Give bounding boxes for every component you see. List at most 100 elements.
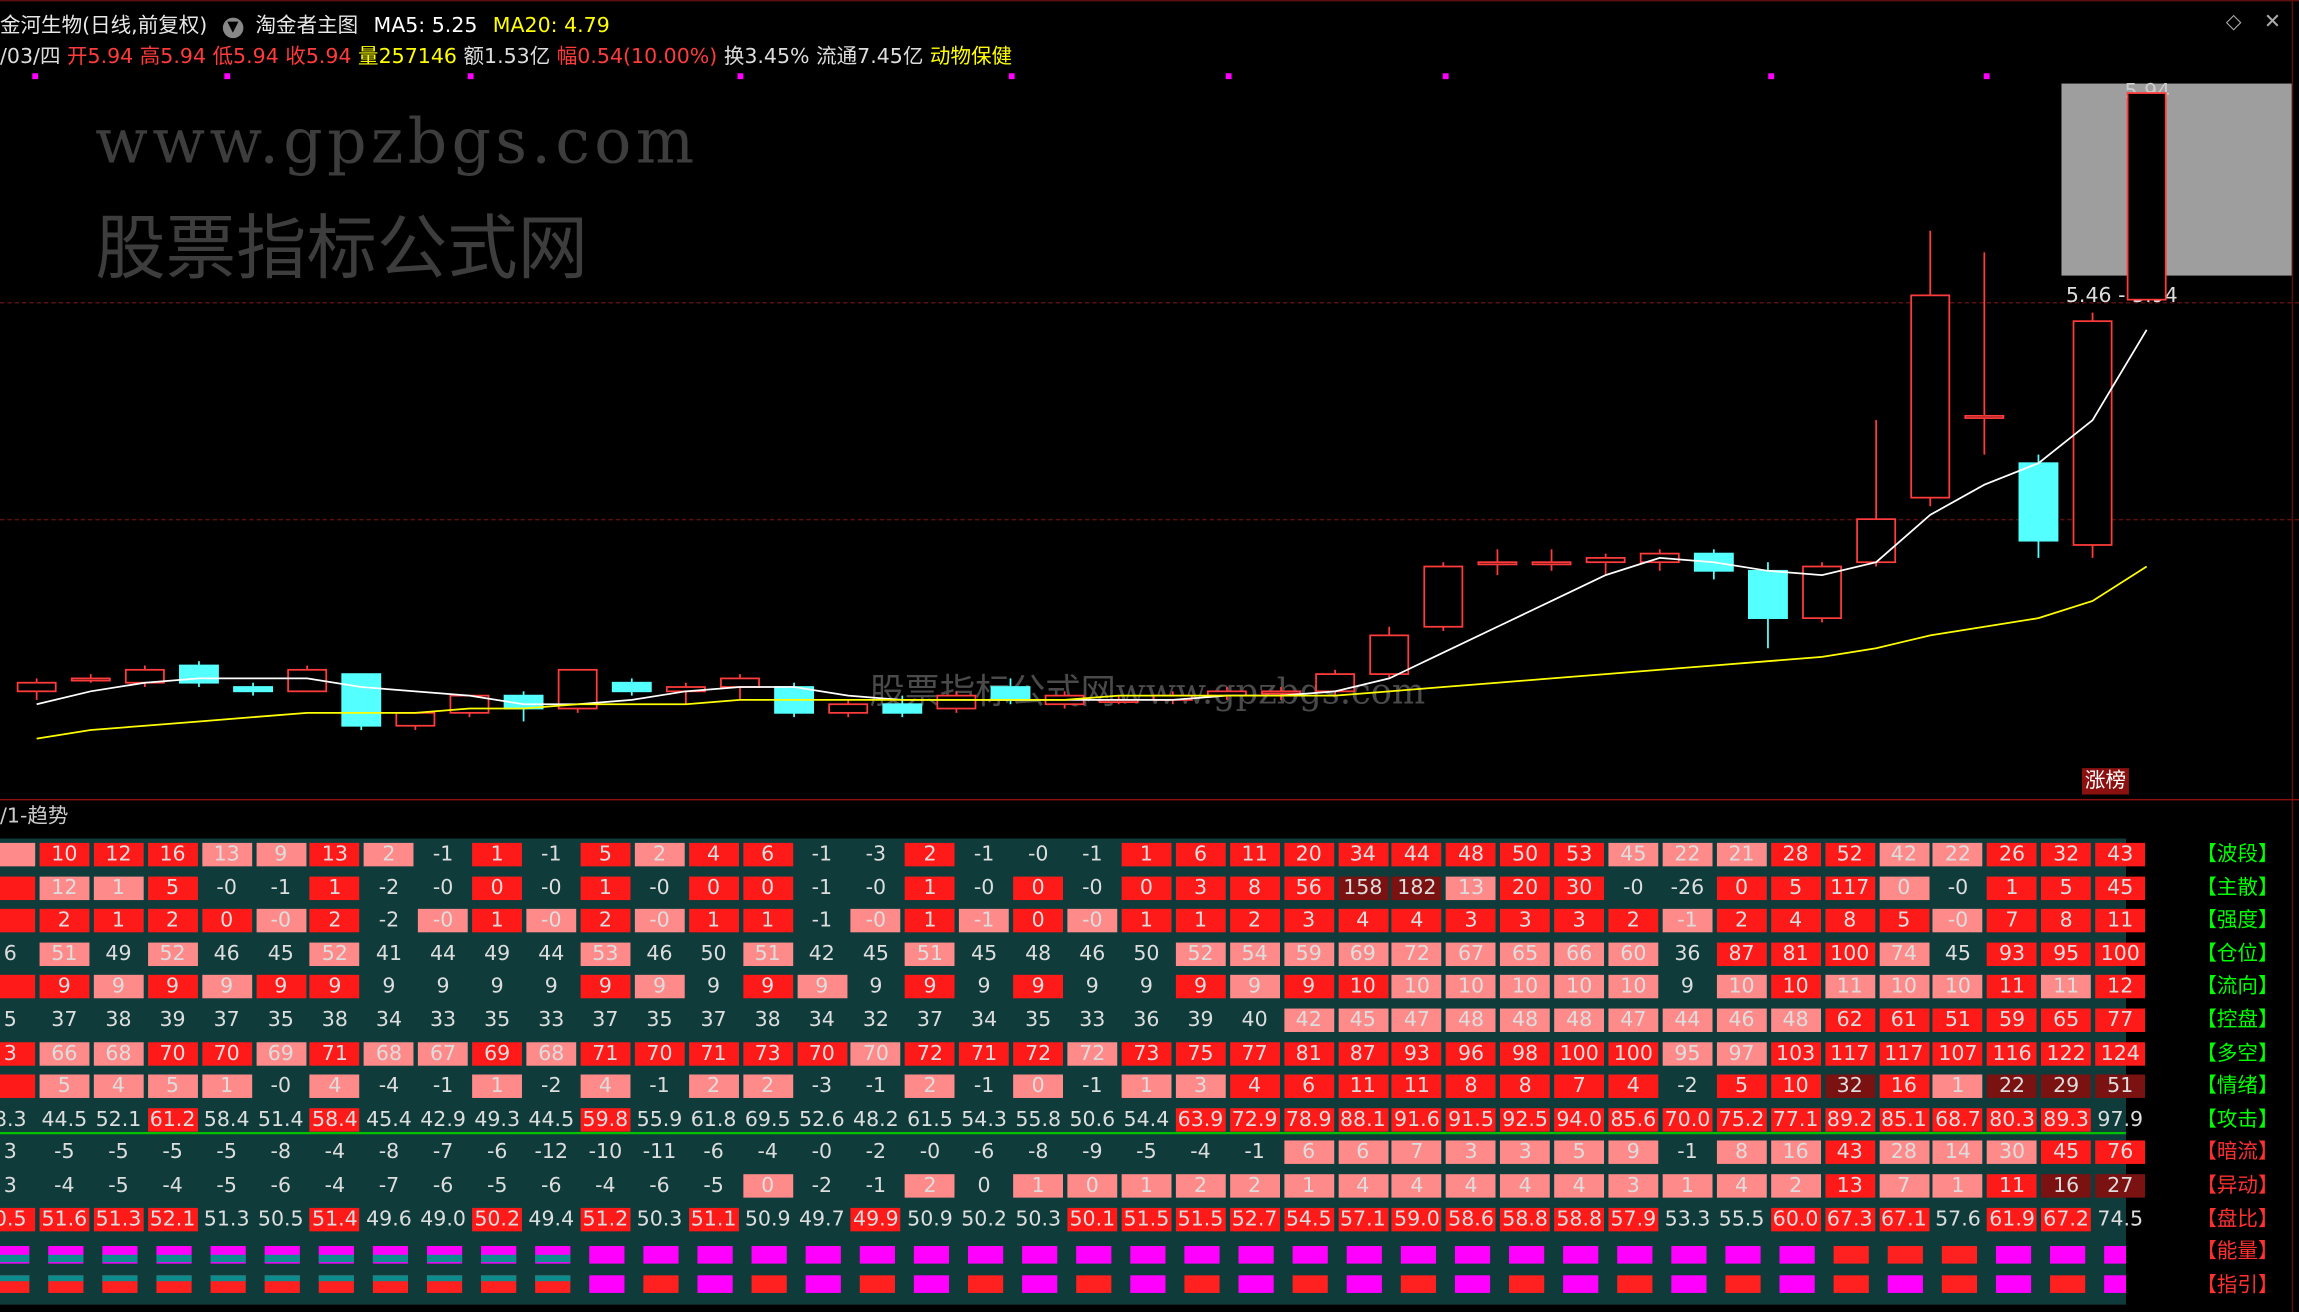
indicator-cell: -0 xyxy=(432,876,454,900)
close-label: 收 xyxy=(285,45,306,69)
row-label[interactable]: 【盘比】 xyxy=(2196,1207,2279,1231)
row-label[interactable]: 【控盘】 xyxy=(2196,1008,2279,1032)
indicator-cell: 10 xyxy=(1933,975,1983,999)
row-label[interactable]: 【能量】 xyxy=(2196,1240,2279,1264)
row-label[interactable]: 【攻击】 xyxy=(2196,1107,2279,1132)
indicator-cell: 4 xyxy=(309,1074,360,1099)
indicator-cell: -26 xyxy=(1670,876,1705,900)
indicator-cell: 67 xyxy=(1446,942,1496,966)
event-marker[interactable] xyxy=(737,73,744,80)
row-label[interactable]: 【流向】 xyxy=(2196,975,2279,999)
row-label[interactable]: 【多空】 xyxy=(2196,1041,2279,1066)
row-label[interactable]: 【仓位】 xyxy=(2196,942,2279,966)
indicator-cell: 57.1 xyxy=(1337,1207,1388,1231)
indicator-cell: 13 xyxy=(309,842,360,867)
indicator-cell: 42 xyxy=(1878,842,1929,867)
candle-body xyxy=(341,673,382,727)
indicator-cell: 55.5 xyxy=(1718,1207,1765,1231)
indicator-cell: 37 xyxy=(213,1008,240,1032)
indicator-cell: 60 xyxy=(1608,942,1659,966)
energy-block xyxy=(1887,1246,1923,1264)
indicator-cell: -6 xyxy=(649,1174,670,1198)
event-marker[interactable] xyxy=(1442,73,1449,80)
indicator-cell: -1 xyxy=(1082,842,1103,867)
indicator-cell: 51.1 xyxy=(688,1207,739,1231)
event-marker[interactable] xyxy=(32,73,39,80)
event-marker[interactable] xyxy=(467,73,474,80)
event-marker[interactable] xyxy=(224,73,231,80)
indicator-cell: 2 xyxy=(905,1074,955,1099)
row-label[interactable]: 【强度】 xyxy=(2196,909,2279,933)
indicator-cell: 46 xyxy=(646,942,673,966)
event-marker[interactable] xyxy=(1983,73,1990,80)
stock-title[interactable]: 金河生物(日线,前复权) xyxy=(0,14,208,39)
event-marker[interactable] xyxy=(1768,73,1775,80)
indicator-cell: 1 xyxy=(905,876,955,900)
candlestick-chart xyxy=(16,92,2167,740)
indicator-name[interactable]: 淘金者主图 xyxy=(255,14,359,39)
indicator-cell: -0 xyxy=(1067,909,1118,933)
indicator-cell: 1 xyxy=(1175,909,1226,933)
indicator-cell: -0 xyxy=(541,876,562,900)
indicator-cell: 13 xyxy=(1446,876,1496,900)
candle-body xyxy=(1802,565,1842,620)
energy-block xyxy=(913,1246,950,1264)
indicator-cell: 8 xyxy=(1716,1141,1767,1165)
indicator-cell: 3 xyxy=(1446,909,1496,933)
indicator-cell: 47 xyxy=(1608,1008,1659,1032)
indicator-cell: 5 xyxy=(147,876,198,900)
sector-value[interactable]: 动物保健 xyxy=(929,45,1013,69)
row-label[interactable]: 【异动】 xyxy=(2196,1174,2279,1198)
open-label: 开 xyxy=(67,45,88,69)
indicator-cell: 8 xyxy=(1824,909,1875,933)
indicator-cell: 45 xyxy=(2095,876,2146,900)
indicator-cell: -1 xyxy=(959,909,1010,933)
indicator-cell: -6 xyxy=(486,1141,508,1165)
row-label[interactable]: 【主散】 xyxy=(2196,876,2279,900)
row-label[interactable]: 【暗流】 xyxy=(2196,1141,2279,1165)
indicator-cell: 9 xyxy=(905,975,955,999)
window-close-icon[interactable]: ✕ xyxy=(2263,10,2282,34)
chevron-down-icon[interactable]: ▼ xyxy=(222,17,244,39)
tag-badge[interactable]: 涨榜 xyxy=(2082,768,2129,795)
event-marker[interactable] xyxy=(1008,73,1015,80)
indicator-cell: -8 xyxy=(378,1141,400,1165)
energy-block xyxy=(751,1246,787,1264)
indicator-cell: -0 xyxy=(418,909,468,933)
indicator-cell: 0.5 xyxy=(0,1207,36,1231)
ma20-line xyxy=(36,565,2148,740)
guide-block xyxy=(1292,1275,1328,1293)
indicator-cell: -0 xyxy=(919,1141,941,1165)
diamond-icon[interactable]: ◇ xyxy=(2225,10,2242,34)
indicator-cell: 5 xyxy=(1770,876,1821,900)
guide-block xyxy=(805,1275,841,1293)
energy-block xyxy=(697,1246,733,1264)
indicator-cell: 4 xyxy=(1229,1074,1280,1099)
row-label[interactable]: 【波段】 xyxy=(2196,842,2279,867)
row-label[interactable]: 【情绪】 xyxy=(2196,1074,2279,1099)
indicator-cell: 45 xyxy=(2041,1141,2092,1165)
guide-block xyxy=(1238,1275,1274,1293)
indicator-cell: 3 xyxy=(1500,909,1551,933)
event-marker[interactable] xyxy=(1225,73,1232,80)
guide-block xyxy=(643,1275,679,1293)
row-label[interactable]: 【指引】 xyxy=(2196,1273,2279,1298)
energy-block xyxy=(1130,1246,1166,1264)
indicator-cell: 1 xyxy=(309,876,360,900)
indicator-cell: 51.2 xyxy=(580,1207,631,1231)
energy-block-low xyxy=(102,1254,138,1263)
quote-bar: /03/四 开5.94 高5.94 低5.94 收5.94 量257146 额1… xyxy=(0,41,1012,70)
energy-block-low xyxy=(481,1254,517,1263)
indicator-cell: -8 xyxy=(1027,1141,1049,1165)
indicator-cell: 5 xyxy=(1878,909,1929,933)
guide-block xyxy=(1995,1275,2032,1293)
energy-block-low xyxy=(156,1254,192,1263)
indicator-cell: -0 xyxy=(634,909,685,933)
energy-block xyxy=(1671,1246,1707,1264)
indicator-cell: -0 xyxy=(255,909,306,933)
indicator-cell: 45.4 xyxy=(366,1107,412,1132)
indicator-cell: -2 xyxy=(378,876,400,900)
indicator-cell: 107 xyxy=(1933,1041,1983,1066)
indicator-cell: 9 xyxy=(147,975,198,999)
indicator-cell: 100 xyxy=(2095,942,2146,966)
